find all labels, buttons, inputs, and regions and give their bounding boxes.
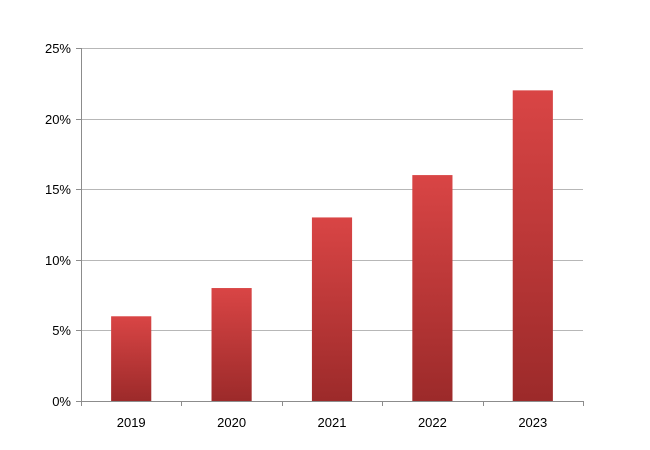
x-tick-label-2021: 2021 xyxy=(318,415,347,430)
y-tick-label-15: 15% xyxy=(45,182,71,197)
bars xyxy=(111,90,553,402)
tick-labels: 0% 5% 10% 15% 20% 25% 2019 2020 2021 2022 2023 xyxy=(45,41,547,430)
y-tick-label-25: 25% xyxy=(45,41,71,56)
y-tick-label-20: 20% xyxy=(45,112,71,127)
gridlines xyxy=(81,48,583,331)
axes xyxy=(76,48,584,406)
y-tick-label-5: 5% xyxy=(52,323,71,338)
bar-2020 xyxy=(211,288,252,401)
bar-2021 xyxy=(311,217,353,401)
x-tick-label-2019: 2019 xyxy=(117,415,146,430)
bar-2022 xyxy=(412,175,453,401)
x-tick-label-2020: 2020 xyxy=(217,415,246,430)
y-tick-label-0: 0% xyxy=(52,394,71,409)
y-tick-label-10: 10% xyxy=(45,253,71,268)
x-tick-label-2022: 2022 xyxy=(418,415,447,430)
bar-2023 xyxy=(512,90,553,402)
x-tick-label-2023: 2023 xyxy=(518,415,547,430)
bar-2019 xyxy=(111,316,152,401)
